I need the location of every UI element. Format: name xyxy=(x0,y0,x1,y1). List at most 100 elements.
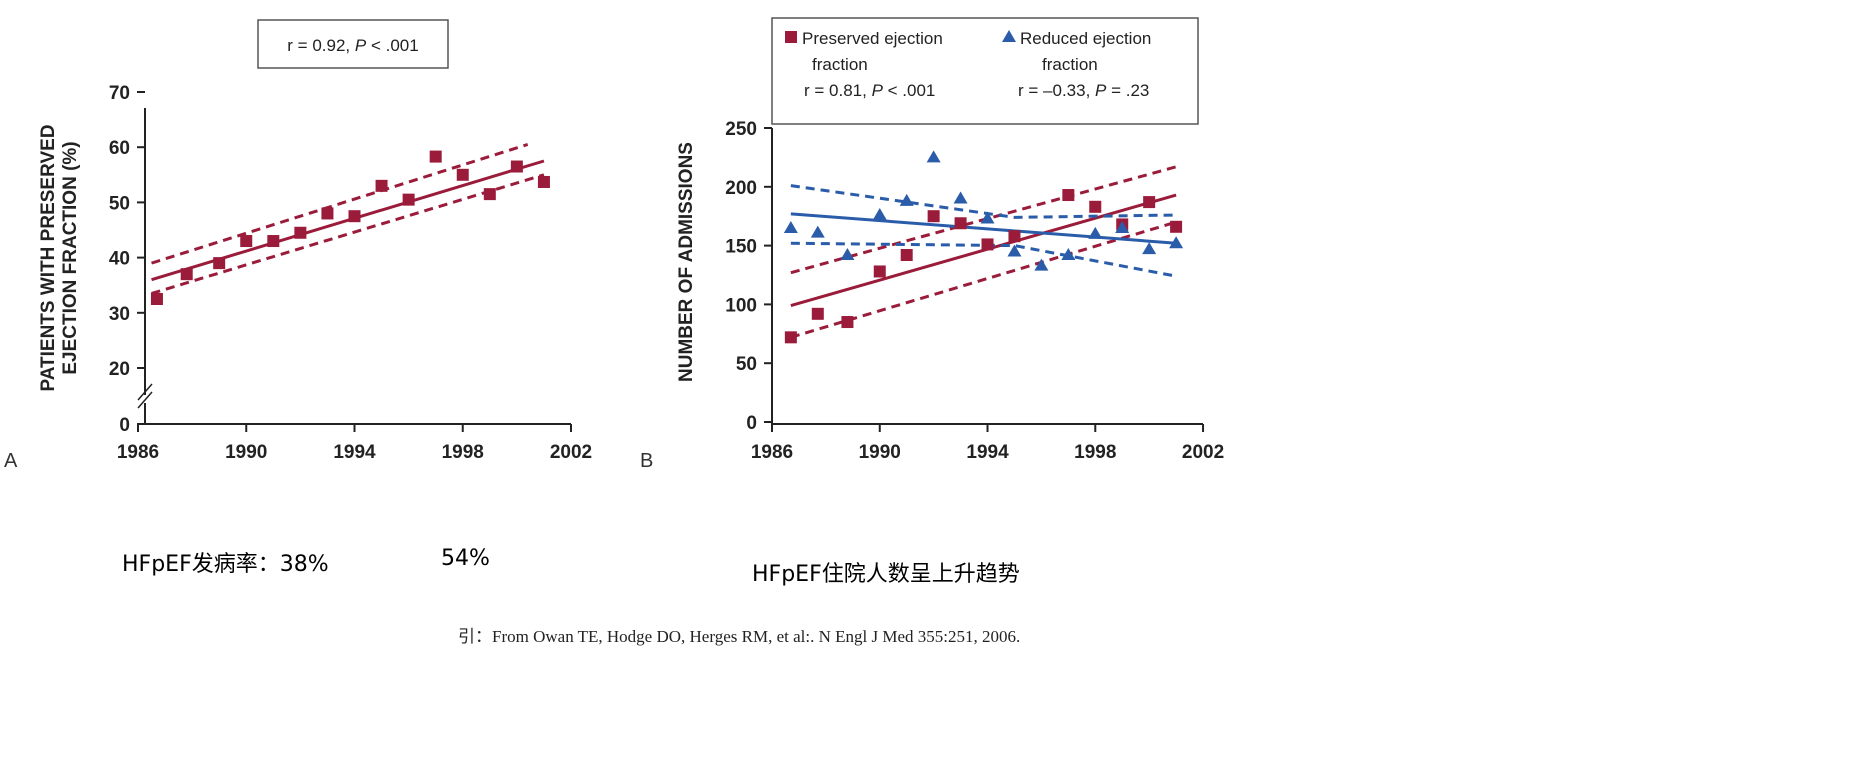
data-point xyxy=(267,235,280,248)
y-tick-label: 30 xyxy=(109,304,130,325)
legend-marker xyxy=(1002,30,1016,42)
data-point xyxy=(1061,248,1076,261)
data-point xyxy=(811,307,824,320)
y-axis-title: PATIENTS WITH PRESERVED xyxy=(38,124,59,391)
caption-admissions: HFpEF住院人数呈上升趋势 xyxy=(752,562,1020,587)
reference-citation: 引：From Owan TE, Hodge DO, Herges RM, et … xyxy=(458,627,1021,646)
ci-lower-line xyxy=(790,241,1177,278)
data-point xyxy=(429,150,442,163)
data-point xyxy=(954,217,967,230)
data-point xyxy=(900,249,913,262)
data-point xyxy=(180,268,193,281)
x-tick-label: 1994 xyxy=(966,442,1009,463)
x-tick-label: 2002 xyxy=(1182,442,1224,463)
annotation-text: r = 0.92, P < .001 xyxy=(287,36,418,55)
data-point xyxy=(1088,226,1103,239)
y-tick-label: 60 xyxy=(109,138,130,159)
data-point xyxy=(784,331,797,344)
y-tick-label: 100 xyxy=(725,295,757,316)
data-point xyxy=(927,210,940,223)
axis-break-mark xyxy=(137,383,153,401)
data-point xyxy=(1142,242,1157,255)
data-point xyxy=(981,238,994,251)
ci-upper-line xyxy=(151,143,529,265)
y-tick-label: 250 xyxy=(725,119,757,140)
text-span: r = –0.33, xyxy=(1018,81,1095,100)
y-tick-label: 20 xyxy=(109,359,130,380)
y-axis-title: EJECTION FRACTION (%) xyxy=(60,141,81,374)
data-point xyxy=(783,220,798,233)
data-point xyxy=(873,265,886,278)
data-point xyxy=(1143,196,1156,209)
data-point xyxy=(926,150,941,163)
caption-incidence: HFpEF发病率：38% xyxy=(122,552,329,577)
y-tick-label: 200 xyxy=(725,178,757,199)
data-point xyxy=(483,188,496,201)
text-span: P xyxy=(1095,81,1107,100)
data-point xyxy=(1062,189,1075,202)
ci-lower-line xyxy=(151,173,545,295)
data-point xyxy=(294,226,307,239)
data-point xyxy=(1007,244,1022,257)
regression-line xyxy=(790,212,1177,245)
y-axis-title: NUMBER OF ADMISSIONS xyxy=(676,142,697,382)
data-point xyxy=(321,207,334,220)
data-point xyxy=(953,191,968,204)
regression-line xyxy=(151,159,545,282)
text-span: r = 0.81, xyxy=(804,81,872,100)
data-point xyxy=(840,248,855,261)
x-tick-label: 2002 xyxy=(550,442,592,463)
data-point xyxy=(899,193,914,206)
legend-label: Preserved ejection xyxy=(802,29,943,48)
text-span: P xyxy=(872,81,884,100)
text-span: < .001 xyxy=(366,36,418,55)
ci-lower-line xyxy=(790,220,1177,339)
legend-stat: r = 0.81, P < .001 xyxy=(804,81,935,100)
data-point xyxy=(1008,230,1021,243)
data-point xyxy=(537,175,550,188)
data-point xyxy=(1034,258,1049,271)
x-tick-label: 1986 xyxy=(751,442,793,463)
y-tick-label: 0 xyxy=(746,413,757,434)
text-span: < .001 xyxy=(883,81,935,100)
data-point xyxy=(980,211,995,224)
legend-stat: r = –0.33, P = .23 xyxy=(1018,81,1149,100)
data-point xyxy=(841,316,854,329)
data-point xyxy=(348,210,361,223)
annotation-box xyxy=(257,19,449,69)
data-point xyxy=(1169,236,1184,249)
x-tick-label: 1998 xyxy=(442,442,484,463)
ci-upper-line xyxy=(790,184,1177,219)
data-point xyxy=(1170,220,1183,233)
text-span: P xyxy=(355,36,367,55)
panel-label-b: B xyxy=(640,450,653,472)
x-tick-label: 1986 xyxy=(117,442,159,463)
x-tick-label: 1990 xyxy=(859,442,901,463)
x-tick-label: 1994 xyxy=(333,442,376,463)
legend-label: fraction xyxy=(1042,55,1098,74)
legend-label: fraction xyxy=(812,55,868,74)
data-point xyxy=(810,225,825,238)
data-point xyxy=(1115,220,1130,233)
y-tick-label: 50 xyxy=(736,354,757,375)
text-span: = .23 xyxy=(1106,81,1149,100)
x-tick-label: 1998 xyxy=(1074,442,1116,463)
data-point xyxy=(402,193,415,206)
panel-label-a: A xyxy=(4,450,18,472)
data-point xyxy=(150,293,163,305)
data-point xyxy=(213,257,226,270)
data-point xyxy=(510,160,523,173)
legend-marker xyxy=(785,31,797,43)
y-tick-label: 50 xyxy=(109,193,130,214)
data-point xyxy=(456,168,469,181)
text-span: r = 0.92, xyxy=(287,36,355,55)
axis-break-mark xyxy=(137,391,153,409)
data-point xyxy=(1089,200,1102,213)
caption-incidence-2006: 54% xyxy=(441,546,490,571)
data-point xyxy=(872,208,887,221)
data-point xyxy=(375,179,388,192)
x-tick-label: 1990 xyxy=(225,442,267,463)
legend-box xyxy=(771,17,1199,125)
y-tick-label: 40 xyxy=(109,249,130,270)
